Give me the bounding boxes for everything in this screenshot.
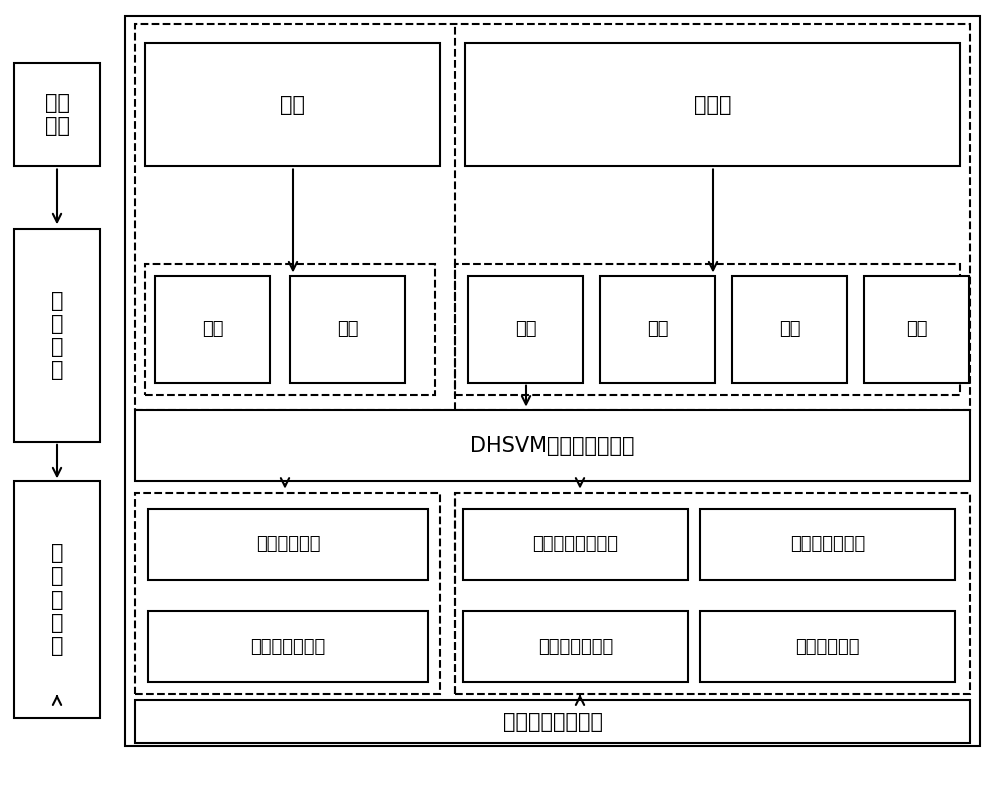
Text: 下游潮位预报模型: 下游潮位预报模型 xyxy=(503,712,602,731)
Bar xyxy=(14,229,100,442)
Text: 闸坝调控模型: 闸坝调控模型 xyxy=(795,638,860,656)
Bar xyxy=(14,481,100,718)
Bar xyxy=(864,276,969,383)
Text: 水田: 水田 xyxy=(647,320,668,338)
Bar xyxy=(700,509,955,580)
Text: 零维调蓄水面模型: 零维调蓄水面模型 xyxy=(532,536,618,553)
Bar xyxy=(135,410,970,481)
Bar xyxy=(14,63,100,166)
Bar xyxy=(463,509,688,580)
Bar xyxy=(468,276,583,383)
Text: 一维水动力模型: 一维水动力模型 xyxy=(790,536,865,553)
Bar xyxy=(600,276,715,383)
Bar xyxy=(465,43,960,166)
Bar xyxy=(135,700,970,743)
Bar xyxy=(148,611,428,682)
Text: 水面: 水面 xyxy=(515,320,536,338)
Bar xyxy=(135,493,440,694)
Text: DHSVM分布式水文模型: DHSVM分布式水文模型 xyxy=(470,436,635,456)
Text: 城镇: 城镇 xyxy=(906,320,927,338)
Text: 林地: 林地 xyxy=(202,320,223,338)
Text: 流域
划分: 流域 划分 xyxy=(44,93,70,136)
Text: 二维水动力模型: 二维水动力模型 xyxy=(538,638,613,656)
Text: 山区: 山区 xyxy=(280,95,305,114)
Bar xyxy=(145,264,435,394)
Text: 水库调度模型: 水库调度模型 xyxy=(256,536,320,553)
Text: 平原区: 平原区 xyxy=(694,95,731,114)
Bar xyxy=(125,16,980,746)
Bar xyxy=(455,264,960,394)
Text: 旱地: 旱地 xyxy=(779,320,800,338)
Text: 草地: 草地 xyxy=(337,320,358,338)
Bar xyxy=(155,276,270,383)
Bar xyxy=(290,276,405,383)
Text: 一维水动力模型: 一维水动力模型 xyxy=(250,638,326,656)
Bar xyxy=(145,43,440,166)
Bar xyxy=(135,24,970,410)
Text: 水
动
力
模
型: 水 动 力 模 型 xyxy=(51,544,63,656)
Bar xyxy=(700,611,955,682)
Bar xyxy=(455,493,970,694)
Bar xyxy=(732,276,847,383)
Bar xyxy=(463,611,688,682)
Bar xyxy=(148,509,428,580)
Text: 水
文
模
型: 水 文 模 型 xyxy=(51,290,63,380)
